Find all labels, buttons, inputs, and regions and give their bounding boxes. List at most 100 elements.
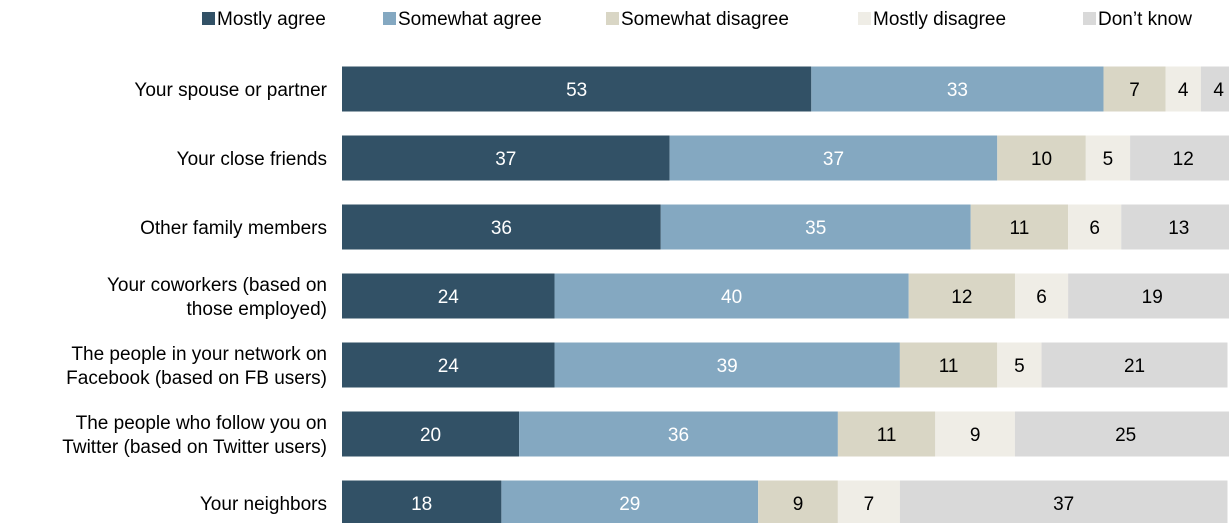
- data-label: 18: [411, 494, 432, 515]
- bar-segment-mostly-agree: [342, 273, 555, 319]
- bar-segment-don-t-know: [1121, 204, 1229, 250]
- bar-segment-don-t-know: [899, 480, 1228, 523]
- legend-swatch-somewhat-disagree: [606, 12, 619, 25]
- data-label: 9: [970, 425, 981, 446]
- bar-row: 37 37 10 5 12: [342, 135, 1229, 181]
- bar-row: 53 33 7 4 4: [342, 66, 1229, 112]
- bar-segment-mostly-disagree: [935, 411, 1015, 457]
- data-label: 10: [1031, 149, 1052, 170]
- bar-segment-don-t-know: [1014, 411, 1229, 457]
- legend-label-don-t-know: Don’t know: [1098, 9, 1192, 30]
- bar-row: 20 36 11 9 25: [342, 411, 1229, 457]
- legend-swatch-mostly-agree: [202, 12, 215, 25]
- legend-label-mostly-disagree: Mostly disagree: [873, 9, 1006, 30]
- category-label: Your spouse or partner: [134, 80, 327, 101]
- bar-segment-somewhat-disagree: [837, 411, 936, 457]
- legend-label-somewhat-disagree: Somewhat disagree: [621, 9, 789, 30]
- data-label: 36: [491, 218, 512, 239]
- data-label: 13: [1168, 218, 1189, 239]
- data-label: 21: [1124, 356, 1145, 377]
- bar-segment-don-t-know: [1068, 273, 1229, 319]
- data-label: 7: [1129, 80, 1140, 101]
- chart-legend: Mostly agree Somewhat agree Somewhat disag…: [202, 9, 1192, 30]
- bar-segment-mostly-agree: [342, 66, 812, 112]
- data-label: 4: [1213, 80, 1224, 101]
- bar-row: 36 35 11 6 13: [342, 204, 1229, 250]
- data-label: 11: [939, 356, 959, 377]
- data-label: 29: [619, 494, 640, 515]
- bar-segment-somewhat-agree: [554, 273, 909, 319]
- category-label: Your close friends: [177, 149, 327, 170]
- bar-segment-mostly-agree: [342, 480, 502, 523]
- data-label: 24: [438, 287, 460, 308]
- bar-segment-mostly-agree: [342, 342, 555, 388]
- bar-segment-mostly-disagree: [997, 342, 1042, 388]
- data-label: 19: [1142, 287, 1163, 308]
- legend-label-somewhat-agree: Somewhat agree: [398, 9, 542, 30]
- data-label: 53: [566, 80, 587, 101]
- category-labels: Your spouse or partner Your close friends…: [62, 80, 327, 515]
- data-label: 6: [1036, 287, 1047, 308]
- bar-segment-somewhat-disagree: [899, 342, 998, 388]
- bar-segment-somewhat-disagree: [1103, 66, 1166, 112]
- category-label: those employed): [187, 299, 327, 320]
- data-label: 11: [1010, 218, 1030, 239]
- bar-segment-somewhat-disagree: [970, 204, 1069, 250]
- data-label: 5: [1103, 149, 1114, 170]
- data-label: 39: [717, 356, 738, 377]
- category-label: The people in your network on: [71, 344, 327, 365]
- bar-segment-somewhat-agree: [660, 204, 971, 250]
- data-label: 37: [823, 149, 844, 170]
- category-label: Your neighbors: [200, 494, 327, 515]
- legend-swatch-don-t-know: [1083, 12, 1096, 25]
- legend-swatch-mostly-disagree: [858, 12, 871, 25]
- category-label: The people who follow you on: [76, 413, 327, 434]
- bar-segment-don-t-know: [1041, 342, 1228, 388]
- data-label: 25: [1115, 425, 1136, 446]
- data-label: 4: [1178, 80, 1189, 101]
- data-label: 7: [864, 494, 875, 515]
- data-label: 24: [438, 356, 460, 377]
- data-label: 35: [805, 218, 826, 239]
- data-label: 9: [793, 494, 804, 515]
- data-label: 12: [951, 287, 972, 308]
- data-label: 37: [495, 149, 516, 170]
- data-label: 40: [721, 287, 742, 308]
- bar-segment-somewhat-agree: [669, 135, 998, 181]
- data-label: 37: [1053, 494, 1074, 515]
- bar-segment-mostly-disagree: [1068, 204, 1122, 250]
- bar-segment-don-t-know: [1200, 66, 1229, 112]
- data-label: 36: [668, 425, 689, 446]
- bar-segment-mostly-agree: [342, 135, 670, 181]
- bar-segment-mostly-agree: [342, 204, 661, 250]
- bar-segment-mostly-agree: [342, 411, 520, 457]
- bar-row: 24 40 12 6 19: [342, 273, 1229, 319]
- data-label: 5: [1014, 356, 1025, 377]
- bar-segment-somewhat-disagree: [758, 480, 838, 523]
- bar-segment-somewhat-disagree: [997, 135, 1086, 181]
- bar-segment-somewhat-disagree: [908, 273, 1015, 319]
- data-label: 33: [947, 80, 968, 101]
- bar-segment-mostly-disagree: [1165, 66, 1201, 112]
- bar-segment-mostly-disagree: [837, 480, 900, 523]
- bar-segment-somewhat-agree: [501, 480, 759, 523]
- bar-row: 18 29 9 7 37: [342, 480, 1228, 523]
- data-label: 12: [1173, 149, 1194, 170]
- data-label: 11: [877, 425, 897, 446]
- category-label: Other family members: [140, 218, 327, 239]
- bar-segment-somewhat-agree: [519, 411, 838, 457]
- data-label: 20: [420, 425, 441, 446]
- bar-row: 24 39 11 5 21: [342, 342, 1228, 388]
- bar-segment-somewhat-agree: [554, 342, 900, 388]
- category-label: Twitter (based on Twitter users): [62, 437, 327, 458]
- data-label: 6: [1089, 218, 1100, 239]
- bar-segment-somewhat-agree: [811, 66, 1104, 112]
- bar-segment-mostly-disagree: [1085, 135, 1131, 181]
- category-label: Facebook (based on FB users): [66, 368, 327, 389]
- bar-segment-mostly-disagree: [1014, 273, 1069, 319]
- legend-swatch-somewhat-agree: [383, 12, 396, 25]
- bar-segment-don-t-know: [1130, 135, 1229, 181]
- category-label: Your coworkers (based on: [107, 275, 327, 296]
